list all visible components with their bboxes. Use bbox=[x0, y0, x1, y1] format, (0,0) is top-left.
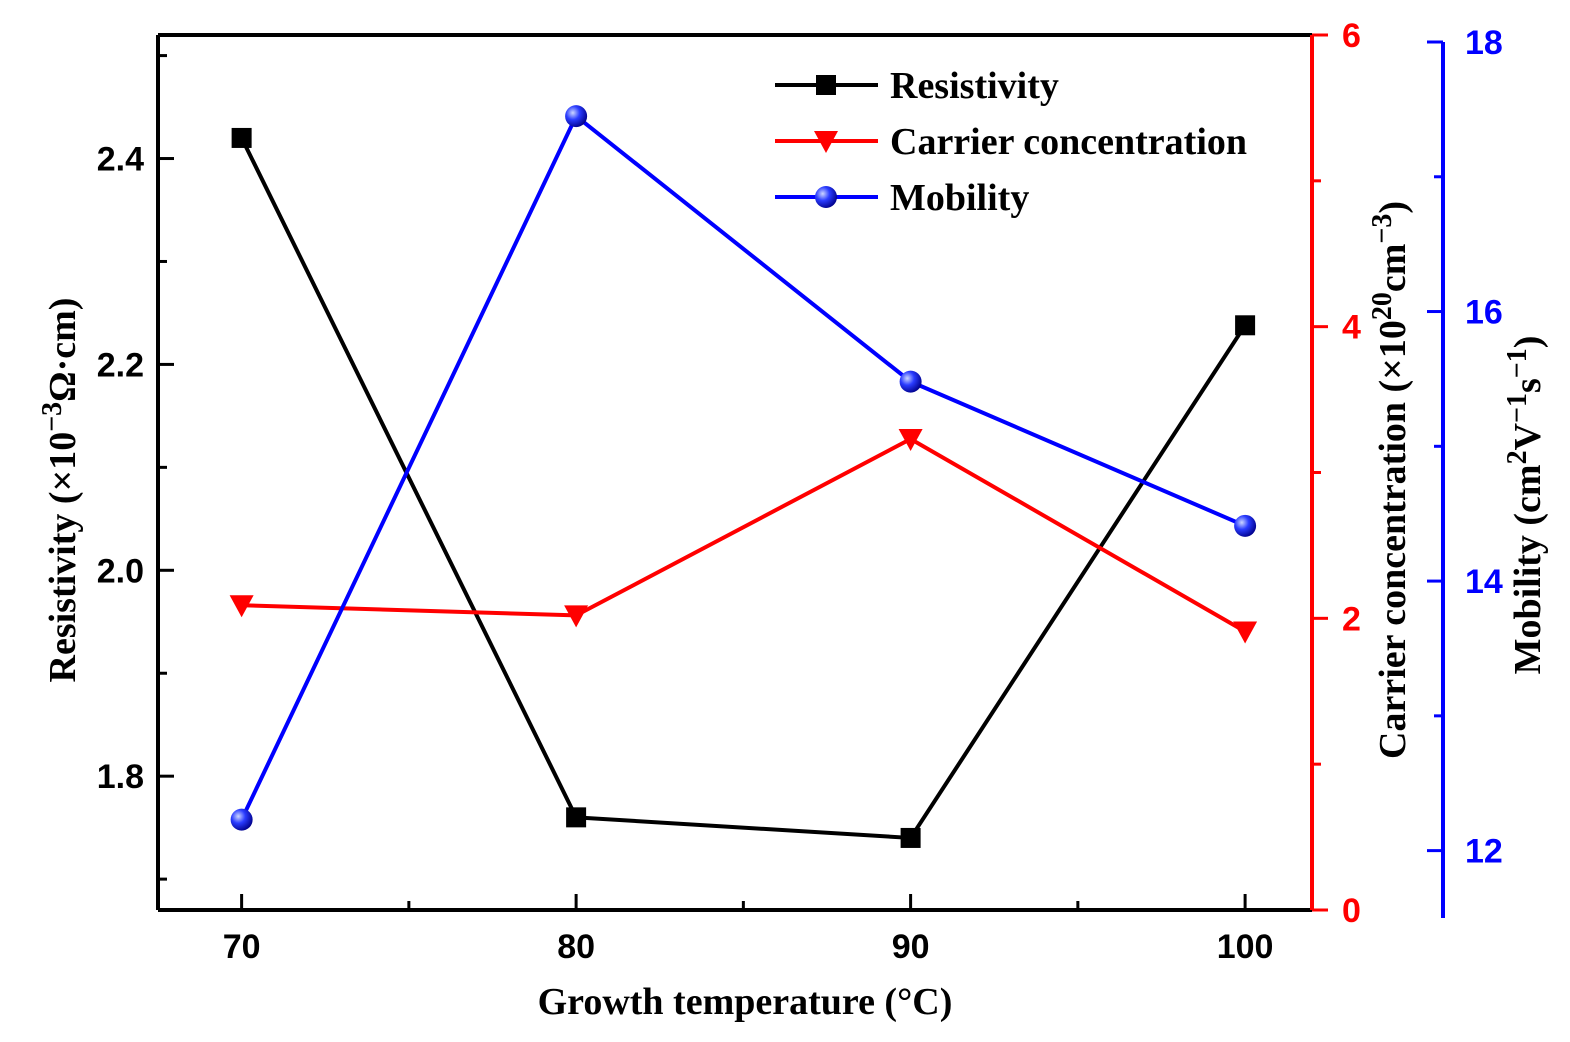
legend-label-mobility: Mobility bbox=[890, 177, 1029, 219]
resistivity-axis: 1.8 2.0 2.2 2.4 bbox=[97, 54, 174, 881]
carrier-tick-label: 4 bbox=[1342, 309, 1361, 347]
mobility-title-tail: ) bbox=[1507, 336, 1549, 349]
carrier-tick-label: 2 bbox=[1342, 600, 1361, 638]
resistivity-axis-title: Resistivity (×10−3Ω·cm) bbox=[37, 298, 84, 683]
carrier-concentration-point bbox=[898, 428, 923, 451]
mobility-title-sup3: −1 bbox=[1502, 348, 1533, 378]
mobility-line bbox=[239, 114, 1246, 821]
carrier-concentration-point bbox=[564, 605, 589, 628]
resistivity-point bbox=[566, 807, 587, 828]
mobility-tick-label: 18 bbox=[1465, 24, 1503, 62]
mobility-point bbox=[899, 370, 922, 393]
x-axis-title: Growth temperature (°C) bbox=[538, 981, 953, 1023]
mobility-tick-label: 16 bbox=[1465, 294, 1503, 332]
carrier-concentration-axis: 0 2 4 6 bbox=[1312, 17, 1361, 930]
x-axis: 70 80 90 100 bbox=[223, 894, 1274, 966]
mobility-point bbox=[230, 808, 253, 831]
carrier-tick-label: 6 bbox=[1342, 17, 1361, 55]
resistivity-point bbox=[231, 127, 252, 148]
series-layer bbox=[229, 105, 1258, 848]
mobility-point bbox=[1234, 514, 1257, 537]
mobility-point bbox=[565, 105, 588, 128]
legend-marker-resistivity bbox=[816, 75, 836, 95]
resistivity-title-main: Resistivity (×10 bbox=[42, 432, 84, 683]
carrier-tick-label: 0 bbox=[1342, 892, 1361, 930]
mobility-title-mid2: s bbox=[1507, 378, 1549, 393]
resistivity-title-tail: Ω·cm) bbox=[42, 298, 84, 402]
resistivity-tick-label: 2.0 bbox=[97, 552, 144, 590]
carrier-title-mid: cm bbox=[1372, 244, 1414, 293]
carrier-title-main: Carrier concentration (×10 bbox=[1372, 320, 1414, 759]
legend-marker-carrier-concentration bbox=[814, 131, 838, 153]
resistivity-title-sup: −3 bbox=[37, 402, 68, 432]
resistivity-tick-label: 1.8 bbox=[97, 758, 144, 796]
legend-label-resistivity: Resistivity bbox=[890, 65, 1059, 107]
legend: Resistivity Carrier concentration Mobility bbox=[775, 65, 1247, 219]
x-tick-label: 80 bbox=[557, 928, 595, 966]
resistivity-point bbox=[1235, 315, 1256, 336]
mobility-title-main: Mobility (cm bbox=[1507, 464, 1549, 674]
carrier-concentration-point bbox=[1233, 621, 1258, 644]
plot-frame bbox=[156, 33, 1445, 918]
carrier-title-sup2: −3 bbox=[1367, 214, 1398, 244]
resistivity-tick-label: 2.2 bbox=[97, 346, 144, 384]
carrier-title-sup: 20 bbox=[1367, 292, 1398, 320]
legend-marker-mobility bbox=[815, 186, 837, 208]
mobility-axis: 12 14 16 18 bbox=[1427, 24, 1503, 871]
legend-label-carrier-concentration: Carrier concentration bbox=[890, 121, 1247, 163]
x-tick-label: 70 bbox=[223, 928, 261, 966]
carrier-title-tail: ) bbox=[1372, 201, 1414, 214]
carrier-concentration-point bbox=[229, 595, 254, 618]
mobility-title-sup2: −1 bbox=[1502, 393, 1533, 423]
mobility-title-sup: 2 bbox=[1502, 450, 1533, 464]
mobility-title-mid: V bbox=[1507, 422, 1549, 450]
carrier-concentration-line bbox=[241, 436, 1247, 634]
mobility-tick-label: 14 bbox=[1465, 563, 1503, 601]
resistivity-line bbox=[239, 137, 1247, 840]
resistivity-point bbox=[900, 827, 921, 848]
mobility-tick-label: 12 bbox=[1465, 833, 1503, 871]
resistivity-tick-label: 2.4 bbox=[97, 141, 144, 179]
carrier-concentration-axis-title: Carrier concentration (×1020cm−3) bbox=[1367, 201, 1414, 759]
mobility-axis-title: Mobility (cm2V−1s−1) bbox=[1502, 336, 1549, 675]
x-tick-label: 90 bbox=[892, 928, 930, 966]
x-tick-label: 100 bbox=[1217, 928, 1274, 966]
